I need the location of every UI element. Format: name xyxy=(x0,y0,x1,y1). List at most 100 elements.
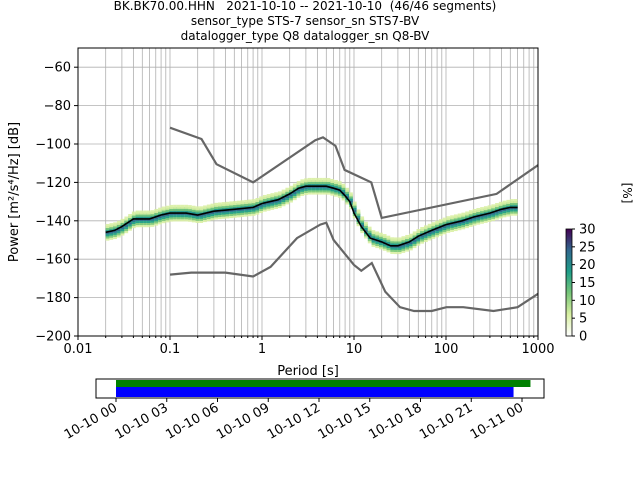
density-bin xyxy=(461,223,466,228)
density-bin xyxy=(345,189,350,194)
density-bin xyxy=(229,211,234,216)
density-bin xyxy=(188,217,192,222)
density-bin xyxy=(184,215,189,220)
density-bin xyxy=(487,205,492,210)
density-bin xyxy=(397,241,402,246)
density-bin xyxy=(150,210,155,215)
density-bin xyxy=(356,211,361,216)
density-bin xyxy=(319,182,323,187)
density-bin xyxy=(120,223,125,228)
density-bin xyxy=(352,201,357,206)
density-bin xyxy=(382,244,387,249)
density-bin xyxy=(480,211,484,216)
density-bin xyxy=(468,220,473,225)
density-bin xyxy=(394,239,398,244)
density-bin xyxy=(304,191,308,196)
density-bin xyxy=(427,223,432,228)
density-bin xyxy=(379,234,383,239)
density-bin xyxy=(229,201,234,206)
density-bin xyxy=(296,187,301,192)
density-bin xyxy=(495,213,499,218)
density-bin xyxy=(203,218,207,223)
density-bin xyxy=(442,228,447,233)
density-bin xyxy=(364,226,368,231)
density-bin xyxy=(274,194,278,199)
density-bin xyxy=(446,220,451,225)
density-bin xyxy=(446,228,451,233)
density-bin xyxy=(221,212,226,217)
density-bin xyxy=(173,217,177,222)
density-bin xyxy=(270,205,275,210)
density-bin xyxy=(483,208,488,213)
density-bin xyxy=(506,201,511,206)
density-bin xyxy=(128,216,132,221)
density-bin xyxy=(244,208,248,213)
density-bin xyxy=(510,209,514,214)
density-bin xyxy=(311,190,316,195)
density-bin xyxy=(435,220,439,225)
density-bin xyxy=(128,214,132,219)
y-tick-label: −180 xyxy=(35,291,71,306)
density-bin xyxy=(277,193,282,198)
density-bin xyxy=(431,226,436,231)
density-bin xyxy=(375,235,380,240)
density-bin xyxy=(229,214,234,219)
density-bin xyxy=(416,241,421,246)
density-bin xyxy=(255,206,260,211)
density-bin xyxy=(135,218,140,223)
density-bin xyxy=(420,231,424,236)
density-bin xyxy=(225,212,230,217)
density-bin xyxy=(349,194,353,199)
density-bin xyxy=(390,249,395,254)
density-bin xyxy=(360,216,365,221)
density-bin xyxy=(457,221,462,226)
density-bin xyxy=(266,196,271,201)
density-bin xyxy=(277,201,282,206)
density-bin xyxy=(229,205,234,210)
density-bin xyxy=(476,210,481,215)
density-bin xyxy=(259,196,263,201)
density-bin xyxy=(337,183,342,188)
density-bin xyxy=(116,229,121,234)
density-bin xyxy=(247,212,252,217)
density-bin xyxy=(176,213,181,218)
density-bin xyxy=(270,201,275,206)
timeline-bar-blue xyxy=(116,387,514,397)
density-bin xyxy=(277,204,282,209)
timeline-tick-label: 10-10 00 xyxy=(62,400,120,442)
density-bin xyxy=(375,233,380,238)
density-bin xyxy=(210,207,215,212)
timeline-tick-label: 10-11 00 xyxy=(468,400,526,442)
timeline-tick-label: 10-10 03 xyxy=(113,400,171,442)
density-bin xyxy=(289,194,293,199)
density-bin xyxy=(150,222,155,227)
density-bin xyxy=(218,204,222,209)
density-bin xyxy=(255,202,260,207)
density-bin xyxy=(150,212,155,217)
density-bin xyxy=(401,244,406,249)
density-bin xyxy=(143,212,147,217)
density-bin xyxy=(244,212,248,217)
density-bin xyxy=(154,211,159,216)
density-bin xyxy=(225,214,230,219)
density-bin xyxy=(135,212,140,217)
density-bin xyxy=(307,186,312,191)
density-bin xyxy=(506,212,511,217)
density-bin xyxy=(431,232,436,237)
density-bin xyxy=(390,247,395,252)
density-bin xyxy=(412,241,417,246)
density-bin xyxy=(487,217,492,222)
density-bin xyxy=(423,235,428,240)
density-bin xyxy=(465,211,469,216)
density-bin xyxy=(105,234,110,239)
colorbar-tick-label: 15 xyxy=(579,276,596,291)
density-bin xyxy=(472,213,477,218)
density-bin xyxy=(116,222,121,227)
density-bin xyxy=(135,221,140,226)
density-bin xyxy=(435,222,439,227)
density-bin xyxy=(300,183,305,188)
density-bin xyxy=(255,210,260,215)
density-bin xyxy=(262,203,267,208)
density-bin xyxy=(364,234,368,239)
density-bin xyxy=(315,180,320,185)
